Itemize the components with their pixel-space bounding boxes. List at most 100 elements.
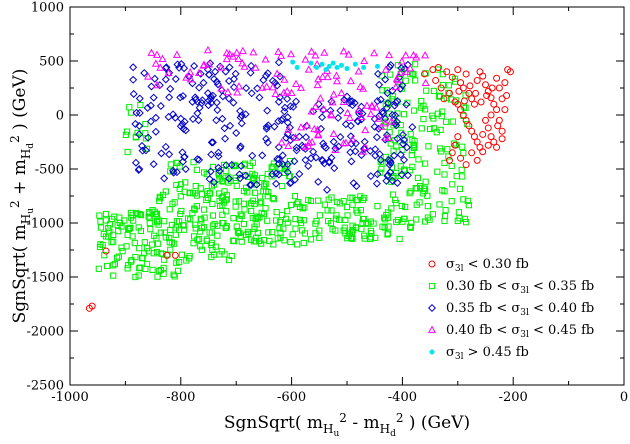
data-point: [381, 75, 390, 84]
data-point: [197, 228, 204, 235]
data-point: [214, 148, 223, 157]
data-point: [374, 124, 383, 133]
data-point: [319, 139, 328, 148]
data-point: [457, 79, 465, 87]
data-point: [178, 148, 187, 157]
data-point: [274, 143, 283, 152]
legend-entry: 0.35 fb < σ3l < 0.40 fb: [427, 301, 594, 318]
data-point: [177, 210, 184, 218]
data-point: [131, 158, 140, 167]
data-point: [318, 155, 327, 164]
data-point: [301, 55, 310, 63]
data-point: [418, 104, 425, 111]
data-point: [314, 74, 323, 83]
data-point: [262, 71, 271, 80]
data-point: [135, 108, 144, 117]
data-point: [274, 155, 283, 164]
data-point: [108, 239, 115, 246]
data-point: [284, 125, 293, 133]
data-point: [359, 216, 367, 223]
data-point: [316, 212, 323, 219]
data-point: [220, 161, 228, 168]
data-point: [473, 156, 481, 164]
data-point: [225, 63, 234, 72]
data-point: [268, 170, 277, 179]
data-point: [165, 150, 174, 159]
data-point: [456, 185, 464, 192]
data-point: [340, 95, 349, 104]
data-point: [318, 72, 327, 80]
data-point: [209, 222, 217, 229]
data-point: [276, 218, 284, 226]
data-point: [379, 87, 386, 94]
data-point: [212, 116, 221, 125]
data-point: [218, 114, 227, 123]
data-point: [394, 216, 402, 224]
data-point: [352, 182, 361, 191]
data-point: [490, 138, 498, 146]
data-point: [410, 107, 418, 114]
data-point: [307, 236, 315, 243]
data-point: [427, 125, 434, 133]
data-point: [122, 131, 130, 138]
data-point: [295, 132, 304, 141]
data-point: [127, 209, 135, 217]
data-point: [265, 189, 272, 196]
data-point: [436, 201, 443, 208]
data-point: [334, 64, 340, 70]
data-point: [382, 176, 391, 185]
data-point: [406, 64, 415, 72]
data-point: [311, 153, 320, 162]
data-point: [357, 112, 366, 121]
data-point: [379, 109, 388, 118]
data-point: [173, 259, 180, 266]
data-point: [233, 223, 240, 230]
data-point: [181, 226, 188, 233]
data-point: [430, 125, 438, 132]
data-point: [441, 171, 448, 178]
data-point: [262, 134, 271, 143]
data-point: [347, 234, 354, 242]
data-point: [248, 200, 255, 207]
data-point: [115, 228, 122, 235]
data-point: [367, 234, 374, 241]
data-point: [280, 103, 289, 112]
data-point: [106, 228, 113, 235]
data-point: [307, 197, 315, 205]
data-point: [197, 185, 204, 192]
data-point: [384, 214, 392, 221]
data-point: [314, 64, 320, 70]
data-point: [393, 218, 400, 226]
data-point: [326, 110, 335, 118]
data-point: [375, 80, 384, 89]
data-point: [124, 148, 131, 156]
data-point: [473, 138, 481, 146]
data-point: [361, 125, 370, 134]
data-point: [468, 149, 476, 157]
data-point: [173, 218, 181, 225]
data-point: [401, 215, 408, 222]
data-point: [187, 189, 194, 196]
data-point: [233, 88, 242, 96]
data-point: [441, 159, 448, 167]
data-point: [188, 114, 197, 124]
data-point: [258, 83, 267, 91]
data-point: [152, 50, 162, 58]
data-point: [236, 174, 245, 183]
data-point: [401, 51, 410, 59]
data-point: [483, 92, 491, 100]
data-point: [439, 108, 446, 115]
data-point: [144, 72, 153, 80]
data-point: [221, 134, 230, 143]
data-point: [274, 117, 283, 126]
data-point: [443, 68, 451, 76]
data-point: [374, 69, 383, 78]
data-point: [498, 135, 506, 143]
data-point: [385, 223, 392, 230]
data-point: [437, 126, 444, 134]
data-point: [301, 204, 308, 211]
data-point: [273, 69, 282, 77]
data-point: [388, 110, 397, 120]
data-point: [218, 177, 225, 184]
data-point: [212, 243, 219, 250]
